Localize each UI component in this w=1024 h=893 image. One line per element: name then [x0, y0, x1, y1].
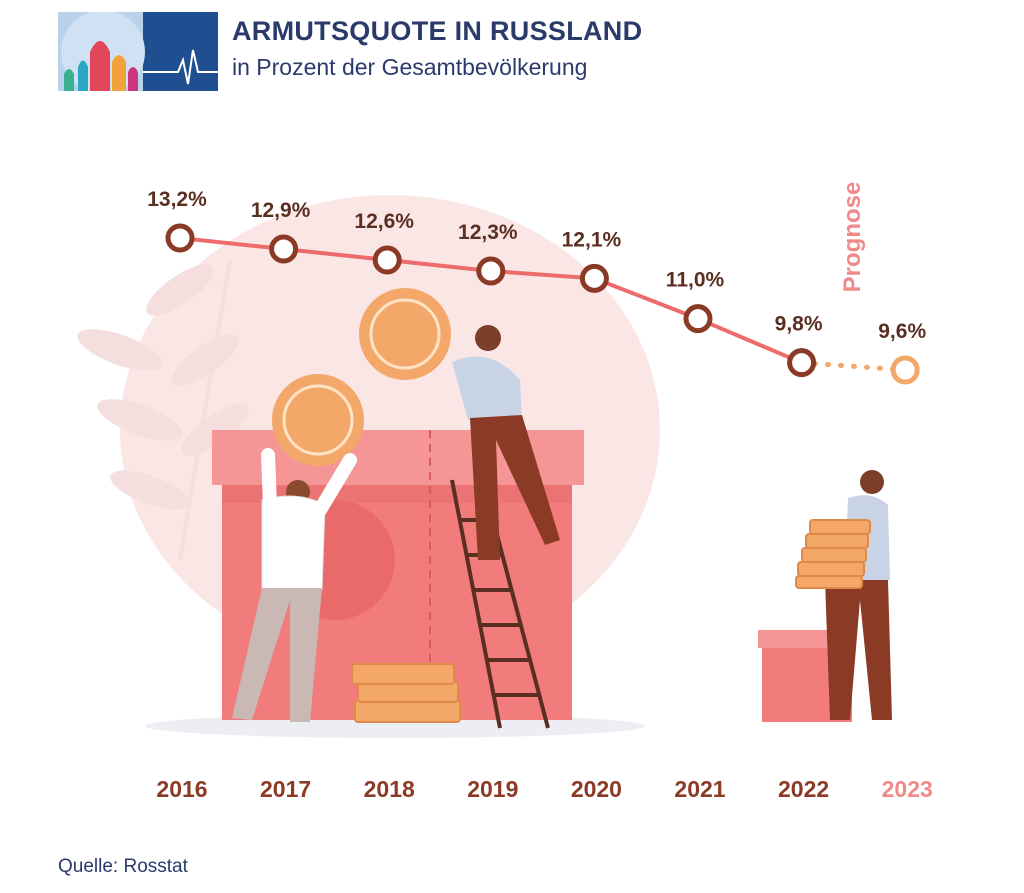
line-segment: [696, 316, 804, 365]
data-label-2016: 13,2%: [147, 188, 207, 211]
data-label-2021: 11,0%: [666, 269, 725, 292]
x-tick-label-2016: 2016: [156, 776, 207, 802]
data-label-2020: 12,1%: [562, 228, 622, 251]
data-label-2023: 9,6%: [878, 320, 926, 343]
chart-value-labels: 13,2% 12,9% 12,6% 12,3% 12,1% 11,0% 9,8% 9,6%: [147, 188, 926, 343]
kremlin-logo-icon: [58, 12, 218, 91]
source-note: Quelle: Rosstat: [58, 856, 188, 877]
chart-markers: [165, 223, 920, 385]
line-segment: [281, 247, 390, 262]
chart-x-axis-labels: 2016 2017 2018 2019 2020 2021 2022 2023: [156, 776, 932, 802]
data-point-2022: [787, 348, 817, 378]
data-label-2017: 12,9%: [251, 199, 311, 222]
line-segment: [385, 258, 493, 273]
data-label-2022: 9,8%: [775, 313, 823, 336]
x-tick-label-2020: 2020: [571, 776, 622, 802]
x-tick-label-2019: 2019: [467, 776, 518, 802]
illustration: [77, 195, 892, 738]
forecast-line-segment: [799, 360, 908, 373]
data-point-2016: [165, 223, 195, 253]
data-point-2017: [269, 234, 299, 264]
line-segment: [592, 276, 700, 321]
page-subtitle: in Prozent der Gesamtbevölkerung: [232, 54, 588, 80]
data-label-2018: 12,6%: [354, 210, 414, 233]
data-label-2019: 12,3%: [458, 221, 518, 244]
x-tick-label-2017: 2017: [260, 776, 311, 802]
x-tick-label-2018: 2018: [364, 776, 415, 802]
data-point-2018: [372, 245, 402, 275]
forecast-label: Prognose: [839, 181, 866, 293]
data-point-2023: [890, 355, 920, 385]
x-tick-label-2023: 2023: [882, 776, 933, 802]
x-tick-label-2022: 2022: [778, 776, 829, 802]
logo: [58, 12, 218, 91]
page-title: ARMUTSQUOTE IN RUSSLAND: [232, 16, 643, 46]
data-point-2021: [683, 304, 713, 334]
data-point-2019: [476, 256, 506, 286]
line-segment: [178, 236, 286, 251]
x-tick-label-2021: 2021: [674, 776, 725, 802]
line-segment: [488, 269, 597, 281]
chart-lines: [178, 236, 908, 373]
leaf-decoration-icon: [77, 259, 249, 561]
data-point-2020: [579, 263, 609, 293]
